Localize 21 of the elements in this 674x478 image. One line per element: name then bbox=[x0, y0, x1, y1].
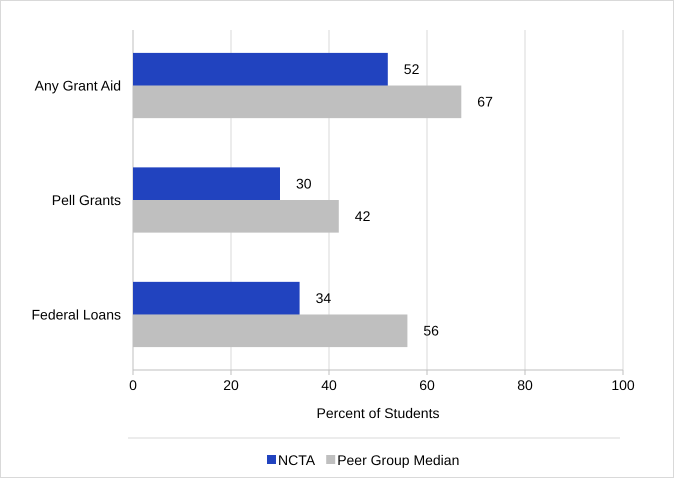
y-tick-label: Pell Grants bbox=[52, 192, 121, 208]
data-label: 52 bbox=[404, 61, 420, 78]
x-tick-label: 100 bbox=[611, 377, 635, 393]
x-tick-label: 0 bbox=[129, 377, 138, 393]
y-tick-label: Federal Loans bbox=[31, 306, 121, 322]
x-tick-label: 20 bbox=[223, 377, 239, 393]
legend-label: NCTA bbox=[278, 452, 316, 468]
legend-label: Peer Group Median bbox=[337, 452, 460, 468]
bar bbox=[133, 167, 280, 200]
x-tick-label: 40 bbox=[321, 377, 337, 393]
data-label: 42 bbox=[354, 208, 371, 224]
y-tick-label: Any Grant Aid bbox=[34, 77, 121, 94]
data-label: 34 bbox=[316, 290, 332, 306]
data-label: 30 bbox=[296, 176, 312, 192]
bar bbox=[133, 282, 300, 314]
x-tick-label: 60 bbox=[419, 377, 435, 393]
data-label: 67 bbox=[477, 94, 494, 110]
data-label: 56 bbox=[423, 322, 440, 339]
x-tick-label: 80 bbox=[517, 377, 533, 393]
bar bbox=[133, 52, 388, 86]
x-axis-title: Percent of Students bbox=[316, 405, 440, 421]
